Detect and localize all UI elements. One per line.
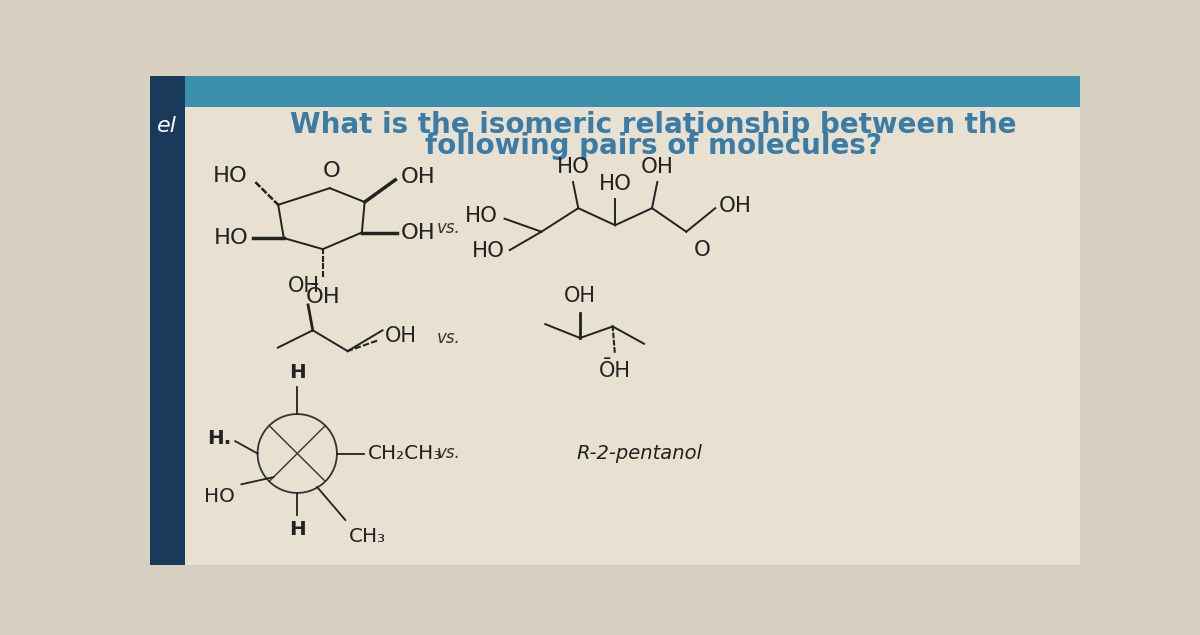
Text: OH: OH (564, 286, 596, 305)
Text: HO: HO (464, 206, 498, 226)
Text: HO: HO (557, 157, 589, 177)
Text: O: O (695, 239, 712, 260)
Text: HO: HO (472, 241, 504, 262)
Text: OH: OH (641, 157, 674, 177)
FancyBboxPatch shape (150, 76, 185, 565)
Text: vs.: vs. (437, 219, 461, 237)
FancyBboxPatch shape (185, 76, 1080, 565)
Text: O: O (323, 161, 340, 181)
Text: ŌH: ŌH (599, 361, 631, 381)
Text: OH: OH (401, 167, 436, 187)
Text: CH₂CH₃: CH₂CH₃ (368, 444, 442, 463)
Text: R-2-pentanol: R-2-pentanol (576, 444, 702, 463)
Text: HO: HO (204, 487, 235, 506)
Text: What is the isomeric relationship between the: What is the isomeric relationship betwee… (290, 110, 1018, 138)
Text: vs.: vs. (437, 444, 461, 462)
Text: H: H (289, 520, 306, 539)
Text: following pairs of molecules?: following pairs of molecules? (425, 131, 882, 159)
Text: OH: OH (719, 196, 752, 215)
Text: ŌH: ŌH (306, 286, 341, 307)
FancyBboxPatch shape (185, 76, 1080, 107)
Text: vs.: vs. (437, 329, 461, 347)
Text: H: H (289, 363, 306, 382)
Text: OH: OH (385, 326, 416, 346)
Text: HO: HO (212, 166, 247, 185)
Text: CH₃: CH₃ (349, 528, 386, 547)
Text: el: el (157, 116, 176, 137)
Text: OH: OH (401, 222, 436, 243)
Text: OH: OH (288, 276, 319, 296)
Text: HO: HO (599, 174, 631, 194)
Text: H.: H. (208, 429, 232, 448)
Text: HO: HO (214, 228, 248, 248)
